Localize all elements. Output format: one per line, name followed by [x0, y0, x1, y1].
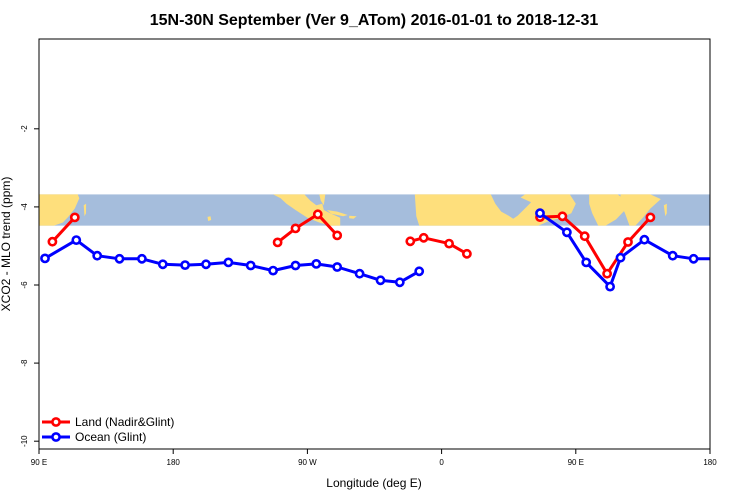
series-1-point [114, 253, 125, 264]
y-tick-label: -10 [20, 435, 29, 447]
series-1-point [535, 208, 545, 219]
legend: Land (Nadir&Glint)Ocean (Glint) [42, 415, 174, 444]
land-florida [319, 194, 326, 206]
land-cuba [326, 210, 348, 217]
series-1-point [157, 259, 168, 270]
land-asia-east [39, 194, 80, 226]
series-1-point [639, 234, 650, 245]
series-0-point [290, 223, 301, 234]
series-0-point [557, 211, 568, 222]
x-axis-label: Longitude (deg E) [326, 476, 421, 490]
x-axis: 90 E 180 90 W 0 90 E 180 [31, 449, 717, 467]
series-0-point [645, 212, 656, 223]
x-tick-label: 180 [167, 458, 181, 467]
series-1-point [615, 252, 626, 263]
land-indochina [620, 194, 661, 226]
x-tick-label: 90 E [31, 458, 47, 467]
y-tick-label: -6 [20, 281, 29, 289]
series-1-point [268, 265, 278, 276]
series-0-point [332, 230, 343, 241]
land-hispaniola [349, 215, 357, 219]
y-tick-label: -4 [20, 203, 29, 211]
land-hawaii [207, 216, 212, 221]
world-map-band [39, 194, 710, 226]
series-1-point [688, 253, 699, 264]
series-1-line-1 [539, 211, 710, 289]
series-1-point [136, 253, 147, 264]
series-layer [40, 208, 742, 292]
y-axis-label: XCO2 - MLO trend (ppm) [0, 177, 13, 312]
series-1-point [735, 261, 742, 268]
series-0-point [461, 248, 472, 259]
land-taiwan-2 [663, 203, 667, 217]
series-1-point [223, 257, 234, 268]
series-1-point [71, 235, 82, 245]
series-1-point [562, 227, 572, 238]
series-0-line-2 [409, 236, 468, 256]
land-mexico [273, 194, 341, 226]
series-1-point [354, 268, 365, 279]
series-1-point [180, 260, 190, 270]
series-0-point [579, 231, 590, 242]
series-1-point [394, 277, 405, 288]
series-1-point [40, 253, 50, 264]
series-1-point [605, 281, 615, 292]
series-1-point [712, 255, 719, 262]
series-1-point [332, 262, 343, 272]
series-0-point [602, 268, 612, 279]
x-tick-label: 180 [703, 458, 717, 467]
series-1-point [245, 260, 256, 271]
series-1-point [375, 275, 386, 286]
legend-label: Ocean (Glint) [75, 430, 146, 444]
x-tick-label: 90 W [298, 458, 317, 467]
x-tick-label: 0 [439, 458, 444, 467]
legend-swatch-marker [51, 432, 61, 442]
series-0-point [418, 232, 429, 243]
series-0-point [444, 238, 454, 249]
series-0-line-0 [51, 216, 76, 243]
chart-title: 15N-30N September (Ver 9_ATom) 2016-01-0… [150, 12, 599, 29]
series-0-point [623, 237, 633, 247]
series-0-point [405, 236, 416, 247]
series-0-point [312, 209, 323, 220]
y-axis: -2 -4 -6 -8 -10 [20, 125, 39, 447]
legend-label: Land (Nadir&Glint) [75, 415, 174, 429]
plot-frame [38, 38, 711, 450]
series-0-point [47, 236, 58, 247]
series-1-point [92, 250, 103, 261]
x-tick-label: 90 E [568, 458, 584, 467]
series-1-point [667, 250, 678, 261]
series-1-point [311, 258, 322, 269]
legend-swatch-marker [51, 417, 61, 427]
series-0-point [272, 237, 283, 248]
y-tick-label: -2 [20, 125, 29, 133]
series-1-point [414, 266, 425, 277]
land-taiwan [83, 203, 87, 217]
series-1-point [290, 260, 301, 271]
series-0-point [69, 212, 80, 223]
series-1-point [201, 259, 211, 270]
series-1-point [581, 257, 592, 268]
series-0-line-1 [276, 212, 339, 244]
y-tick-label: -8 [20, 359, 29, 367]
